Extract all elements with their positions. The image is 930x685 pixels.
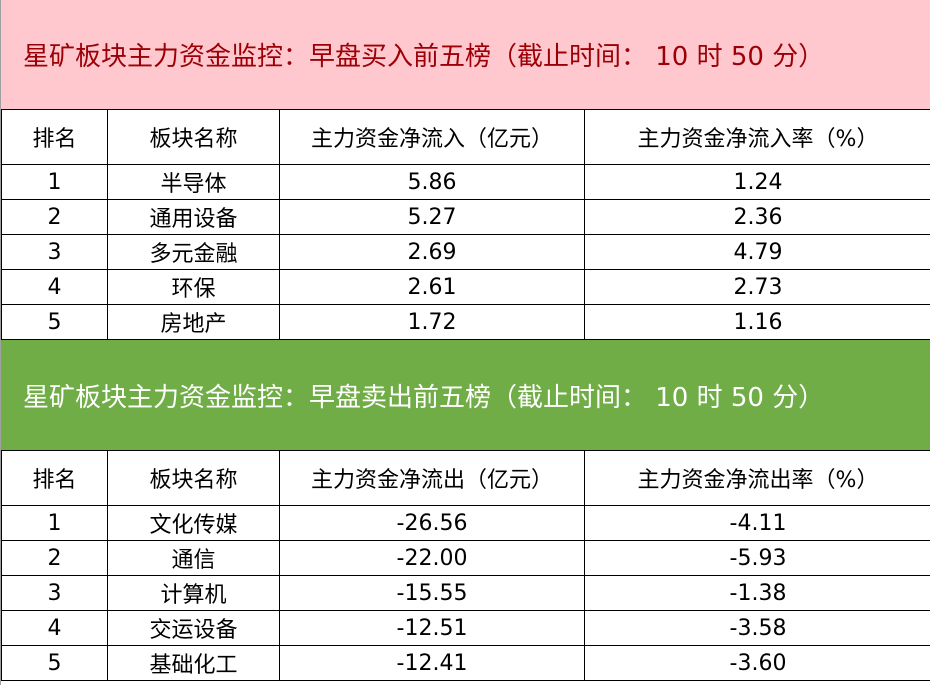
table-cell: -3.60 xyxy=(584,645,930,681)
table-cell: 基础化工 xyxy=(107,645,280,681)
table-cell: -4.11 xyxy=(584,505,930,541)
table-cell: -3.58 xyxy=(584,610,930,646)
table-cell: -12.41 xyxy=(279,645,585,681)
table-row: 5 房地产 1.72 1.16 xyxy=(1,304,930,340)
column-header: 排名 xyxy=(1,450,108,506)
table-cell: 4.79 xyxy=(584,234,930,270)
table-cell: 1 xyxy=(1,164,108,200)
table-cell: 5 xyxy=(1,645,108,681)
table-cell: 环保 xyxy=(107,269,280,305)
table-cell: 2.36 xyxy=(584,199,930,235)
table-cell: -15.55 xyxy=(279,575,585,611)
table-cell: 1 xyxy=(1,505,108,541)
table-row: 1 半导体 5.86 1.24 xyxy=(1,164,930,200)
table-cell: -26.56 xyxy=(279,505,585,541)
header-row: 排名 板块名称 主力资金净流入（亿元） 主力资金净流入率（%） xyxy=(1,109,930,165)
column-header: 主力资金净流入率（%） xyxy=(584,109,930,165)
table-row: 4 环保 2.61 2.73 xyxy=(1,269,930,305)
table-cell: 2.73 xyxy=(584,269,930,305)
table-row: 5 基础化工 -12.41 -3.60 xyxy=(1,645,930,681)
buy-table: 排名 板块名称 主力资金净流入（亿元） 主力资金净流入率（%） 1 半导体 5.86 1.24… xyxy=(1,109,930,340)
table-cell: 3 xyxy=(1,234,108,270)
table-cell: 房地产 xyxy=(107,304,280,340)
sell-table: 排名 板块名称 主力资金净流出（亿元） 主力资金净流出率（%） 1 文化传媒 -26.56-… xyxy=(1,450,930,681)
table-cell: 通信 xyxy=(107,540,280,576)
table-cell: 通用设备 xyxy=(107,199,280,235)
table-cell: -1.38 xyxy=(584,575,930,611)
table-cell: 1.24 xyxy=(584,164,930,200)
table-cell: 1.16 xyxy=(584,304,930,340)
column-header: 板块名称 xyxy=(107,450,280,506)
table-row: 3 多元金融 2.69 4.79 xyxy=(1,234,930,270)
buy-title: 星矿板块主力资金监控：早盘买入前五榜（截止时间： 10 时 50 分） xyxy=(1,0,930,109)
table-cell: 2.69 xyxy=(279,234,585,270)
table-cell: 2 xyxy=(1,540,108,576)
table-cell: -5.93 xyxy=(584,540,930,576)
table-row: 2 通信 -22.00 -5.93 xyxy=(1,540,930,576)
table-row: 3 计算机 -15.55 -1.38 xyxy=(1,575,930,611)
table-cell: -22.00 xyxy=(279,540,585,576)
table-cell: 5.86 xyxy=(279,164,585,200)
table-cell: 4 xyxy=(1,610,108,646)
table-cell: 交运设备 xyxy=(107,610,280,646)
table-cell: 半导体 xyxy=(107,164,280,200)
column-header: 板块名称 xyxy=(107,109,280,165)
table-cell: 文化传媒 xyxy=(107,505,280,541)
table-cell: 5.27 xyxy=(279,199,585,235)
sell-title: 星矿板块主力资金监控：早盘卖出前五榜（截止时间： 10 时 50 分） xyxy=(1,340,930,450)
column-header: 主力资金净流出（亿元） xyxy=(279,450,585,506)
table-cell: 1.72 xyxy=(279,304,585,340)
table-row: 1 文化传媒 -26.56 -4.11 xyxy=(1,505,930,541)
table-row: 4 交运设备 -12.51 -3.58 xyxy=(1,610,930,646)
header-row: 排名 板块名称 主力资金净流出（亿元） 主力资金净流出率（%） xyxy=(1,450,930,506)
table-cell: 2 xyxy=(1,199,108,235)
table-cell: 3 xyxy=(1,575,108,611)
table-cell: -12.51 xyxy=(279,610,585,646)
table-cell: 5 xyxy=(1,304,108,340)
table-cell: 2.61 xyxy=(279,269,585,305)
table-row: 2 通用设备 5.27 2.36 xyxy=(1,199,930,235)
column-header: 排名 xyxy=(1,109,108,165)
table-cell: 计算机 xyxy=(107,575,280,611)
column-header: 主力资金净流出率（%） xyxy=(584,450,930,506)
column-header: 主力资金净流入（亿元） xyxy=(279,109,585,165)
table-cell: 多元金融 xyxy=(107,234,280,270)
table-cell: 4 xyxy=(1,269,108,305)
